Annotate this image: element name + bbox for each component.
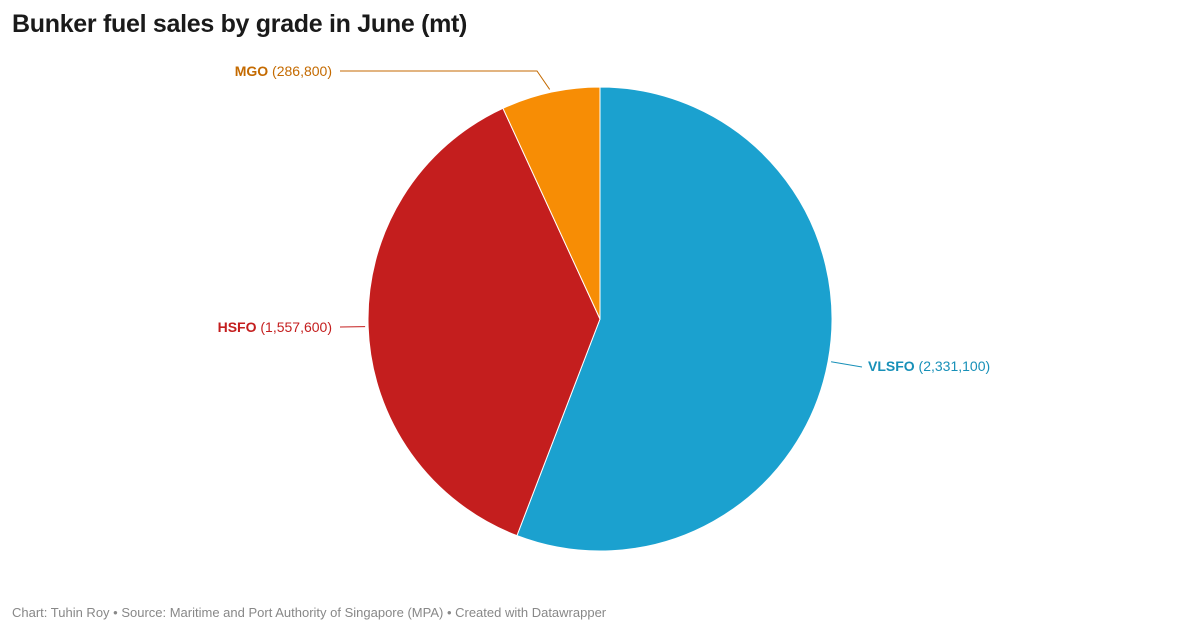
chart-title: Bunker fuel sales by grade in June (mt) bbox=[12, 10, 468, 38]
slice-label-value: (286,800) bbox=[268, 63, 332, 79]
pie-slice-mgo bbox=[502, 86, 601, 320]
leader-line-vlsfo bbox=[830, 361, 863, 368]
slice-label-name: VLSFO bbox=[868, 358, 915, 374]
slice-label-mgo: MGO (286,800) bbox=[235, 63, 332, 79]
slice-label-hsfo: HSFO (1,557,600) bbox=[218, 319, 332, 335]
slice-label-vlsfo: VLSFO (2,331,100) bbox=[868, 358, 990, 374]
leader-line-mgo bbox=[340, 70, 551, 90]
slice-label-value: (2,331,100) bbox=[915, 358, 991, 374]
pie-slice-vlsfo bbox=[516, 86, 833, 552]
chart-footer: Chart: Tuhin Roy • Source: Maritime and … bbox=[12, 605, 607, 620]
slice-label-name: MGO bbox=[235, 63, 269, 79]
slice-label-name: HSFO bbox=[218, 319, 257, 335]
pie-slice-hsfo bbox=[367, 107, 601, 537]
slice-label-value: (1,557,600) bbox=[257, 319, 333, 335]
